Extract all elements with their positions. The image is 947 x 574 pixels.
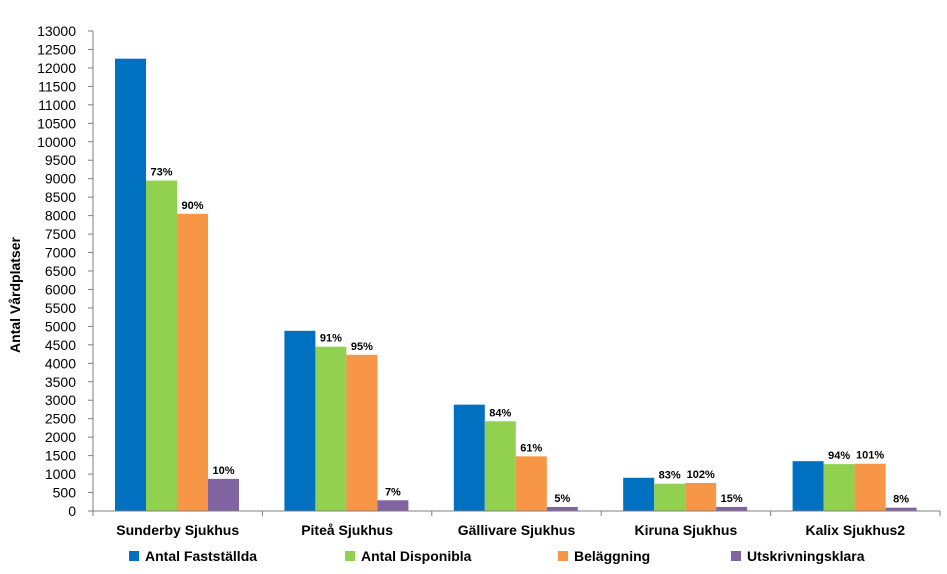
y-tick-label: 11500 [38, 78, 76, 94]
data-label: 84% [489, 407, 511, 419]
bar [377, 500, 409, 511]
data-labels: 73% 90% 10% 91% 95% 7% 84% 61% 5% 83% 102% 15% 94% 10… [150, 167, 909, 506]
legend-label: Antal Disponibla [361, 548, 472, 564]
data-label: 5% [554, 493, 570, 505]
y-tick-label: 12000 [37, 60, 76, 76]
legend-swatch [345, 551, 355, 561]
y-tick-label: 3500 [45, 374, 76, 390]
bar [623, 477, 655, 511]
bar [315, 346, 347, 511]
y-axis: 0 500 1000 1500 2000 2500 3000 3500 4000 4500 5000… [37, 23, 94, 519]
bar [654, 483, 686, 511]
data-label: 10% [212, 465, 234, 477]
bar [177, 213, 208, 511]
bar [484, 421, 516, 511]
data-label: 7% [385, 486, 401, 498]
y-tick-label: 2500 [45, 411, 76, 427]
y-tick-label: 6000 [45, 281, 76, 297]
legend-label: Beläggning [574, 548, 650, 564]
y-tick-label: 8000 [45, 208, 76, 224]
y-axis-title: Antal Vårdplatser [7, 236, 23, 352]
bar [453, 404, 485, 511]
legend: Antal Fastställda Antal Disponibla Beläggn… [129, 548, 865, 564]
y-tick-label: 1000 [45, 466, 76, 482]
legend-swatch [731, 551, 741, 561]
y-tick-label: 3000 [45, 392, 76, 408]
y-tick-label: 10500 [37, 115, 76, 131]
bar [546, 506, 578, 511]
y-tick-label: 9500 [45, 152, 76, 168]
bar [685, 482, 717, 511]
y-tick-label: 6500 [45, 263, 76, 279]
bar [854, 463, 886, 511]
data-label: 90% [181, 200, 203, 212]
y-tick-label: 500 [53, 485, 77, 501]
data-label: 61% [520, 442, 542, 454]
data-label: 102% [687, 469, 715, 481]
data-label: 15% [721, 493, 743, 505]
x-tick-label: Kiruna Sjukhus [635, 522, 738, 538]
y-tick-label: 10000 [37, 134, 76, 150]
data-label: 95% [351, 341, 373, 353]
x-tick-label: Gällivare Sjukhus [458, 522, 576, 538]
x-tick-label: Kalix Sjukhus2 [806, 522, 906, 538]
data-label: 83% [659, 470, 681, 482]
data-label: 91% [320, 333, 342, 345]
bar [885, 507, 917, 511]
legend-swatch [558, 551, 568, 561]
y-tick-label: 7000 [45, 245, 76, 261]
y-tick-label: 0 [68, 503, 76, 519]
x-axis: Sunderby Sjukhus Piteå Sjukhus Gällivare S… [92, 510, 941, 538]
legend-swatch [129, 551, 139, 561]
bar [115, 58, 146, 511]
bar [208, 478, 239, 511]
data-label: 101% [856, 450, 884, 462]
y-tick-label: 4500 [45, 337, 76, 353]
y-tick-label: 7500 [45, 226, 76, 242]
y-tick-label: 9000 [45, 171, 76, 187]
bar [146, 180, 177, 512]
bar [284, 330, 316, 511]
x-tick-label: Sunderby Sjukhus [116, 522, 239, 538]
y-tick-label: 1500 [45, 448, 76, 464]
y-tick-label: 5500 [45, 300, 76, 316]
y-tick-label: 8500 [45, 189, 76, 205]
bar [792, 461, 824, 511]
y-tick-label: 2000 [45, 429, 76, 445]
data-label: 8% [893, 494, 909, 506]
y-tick-label: 13000 [37, 23, 76, 39]
bar [346, 354, 378, 511]
bar [823, 464, 855, 511]
bar [716, 506, 748, 511]
y-tick-label: 12500 [37, 41, 76, 57]
y-tick-label: 11000 [38, 97, 76, 113]
data-label: 94% [828, 450, 850, 462]
y-tick-label: 4000 [45, 355, 76, 371]
y-tick-label: 5000 [45, 318, 76, 334]
legend-label: Antal Fastställda [145, 548, 257, 564]
legend-label: Utskrivningsklara [747, 548, 865, 564]
bars [115, 58, 917, 512]
bar [515, 456, 547, 511]
data-label: 73% [150, 167, 172, 179]
x-tick-label: Piteå Sjukhus [301, 522, 393, 538]
